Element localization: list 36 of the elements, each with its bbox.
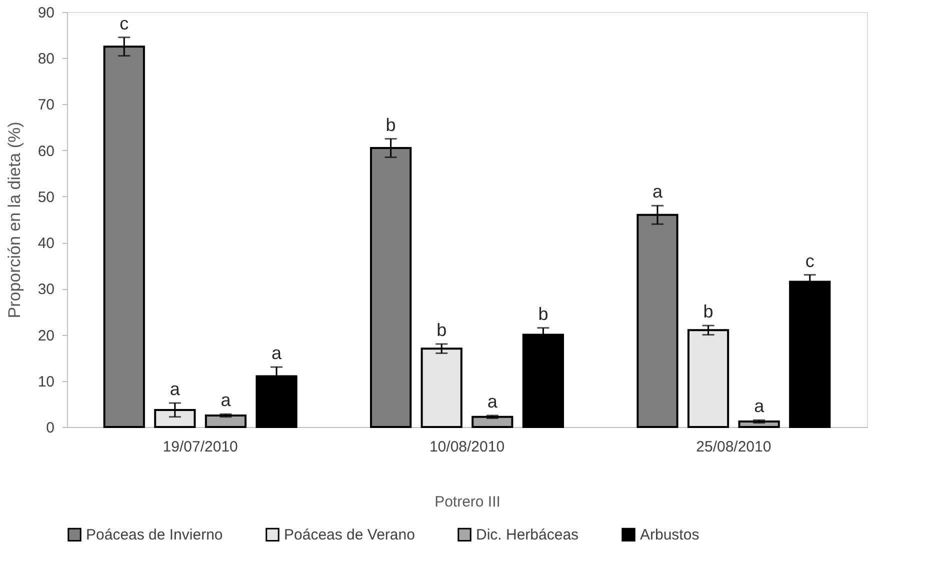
y-tick-label: 90 [38,4,54,22]
bar [472,416,514,428]
data-label: a [652,182,664,202]
bar [687,329,730,428]
bar [420,348,462,428]
y-tick-label: 80 [38,50,54,68]
y-axis-title: Proporción en la dieta (%) [4,122,24,318]
data-label: a [754,396,766,416]
y-tick-label: 20 [38,327,54,344]
x-axis-title: Potrero III [434,494,500,510]
y-tick-label: 30 [38,281,54,298]
legend-label: Poáceas de Invierno [86,526,223,544]
y-tick-label: 10 [38,373,54,390]
data-label: c [120,13,129,34]
x-tick-label: 10/08/2010 [429,438,505,456]
bar [204,414,247,428]
data-label: a [170,379,181,400]
x-tick-label: 19/07/2010 [162,438,238,456]
data-label: c [805,250,814,271]
y-tick-label: 40 [38,235,54,252]
legend-label: Poáceas de Verano [284,526,415,544]
legend-label: Arbustos [640,526,700,544]
data-label: b [386,114,396,135]
bar [738,420,780,428]
x-tick-label: 25/08/2010 [696,438,772,456]
data-label: b [436,320,447,340]
data-label: b [703,302,714,322]
data-label: a [487,391,498,412]
data-label: a [220,390,232,410]
data-label: b [538,304,548,324]
y-tick-label: 60 [38,142,54,160]
y-tick-label: 50 [38,188,54,206]
legend-label: Dic. Herbáceas [476,526,579,544]
data-label: a [272,343,283,364]
y-tick-label: 0 [46,420,54,436]
y-tick-label: 70 [38,96,54,114]
